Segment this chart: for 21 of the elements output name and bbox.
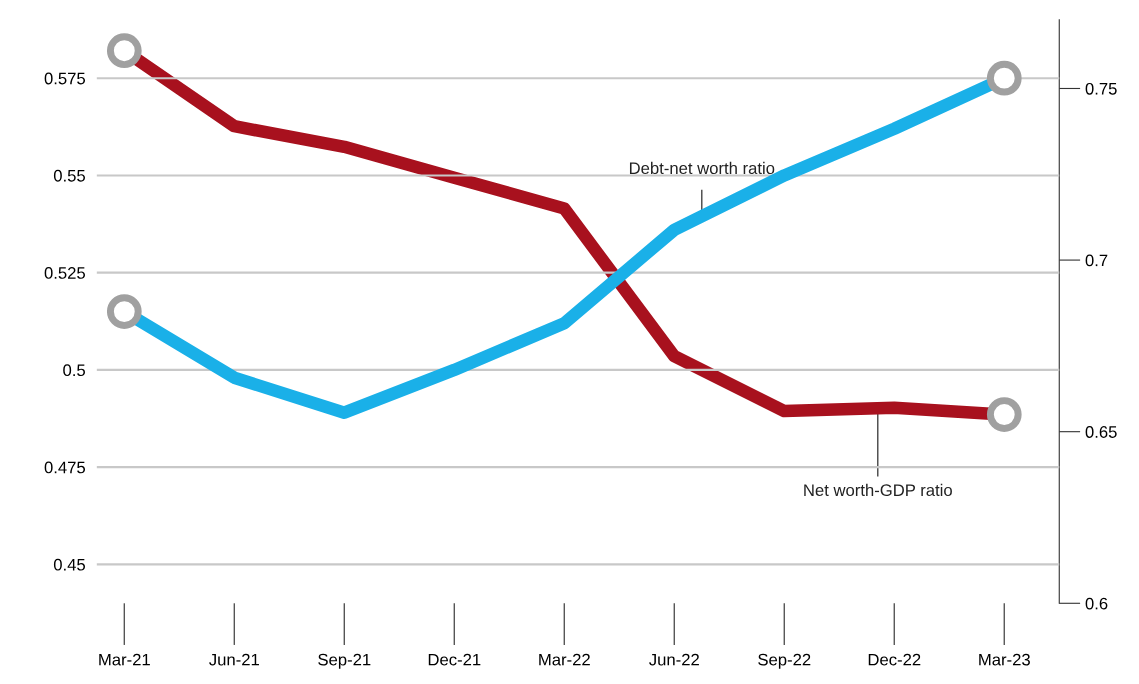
x-tick-label: Sep-21: [318, 653, 371, 669]
x-tick-label: Mar-21: [99, 653, 150, 666]
x-tick-label: Sep-22: [758, 653, 811, 669]
y2-tick-label: 0.75: [1085, 82, 1117, 95]
series-label: Debt-net worth ratio: [629, 161, 775, 175]
y-tick-label: 0.525: [44, 267, 86, 279]
y-tick-label: 0.55: [53, 169, 86, 182]
x-tick-label: Mar-23: [979, 653, 1030, 666]
x-tick-label: Jun-21: [209, 653, 259, 666]
text: Net worth-GDP ratio: [804, 483, 952, 497]
y2-tick-label: 0.6: [1085, 597, 1108, 610]
y2-tick-label: 0.65: [1085, 426, 1117, 438]
y-tick-label: 0.475: [44, 461, 86, 474]
x-tick-label: Dec-22: [868, 653, 921, 666]
y-tick-label: 0.5: [63, 364, 86, 377]
x-tick-label: Mar-22: [539, 653, 590, 666]
y2-tick-label: 0.7: [1085, 254, 1108, 267]
x-tick-label: Dec-21: [428, 653, 481, 666]
x-tick-label: Jun-22: [649, 653, 699, 666]
y-tick-label: 0.575: [44, 72, 86, 85]
y-tick-label: 0.45: [53, 558, 86, 571]
